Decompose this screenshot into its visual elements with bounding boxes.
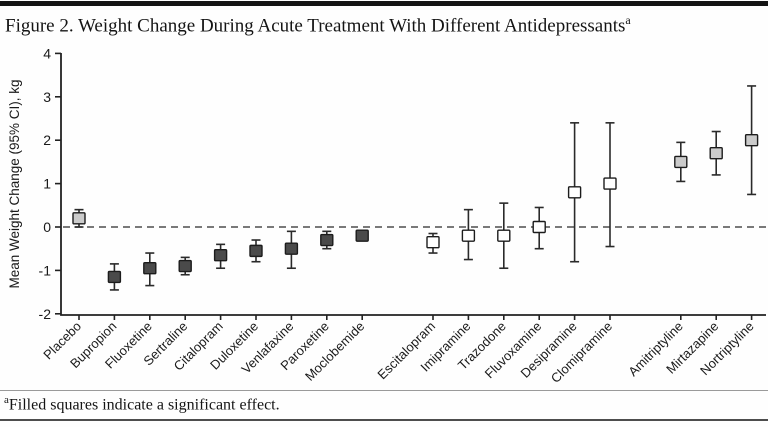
footnote-superscript: a (4, 394, 9, 406)
y-tick-label: 0 (43, 219, 51, 235)
marker-square (461, 229, 476, 242)
data-point-moclobemide: Moclobemide (302, 229, 369, 384)
marker-square (72, 212, 86, 225)
y-tick-label: 2 (43, 132, 51, 148)
footnote: aFilled squares indicate a significant e… (4, 394, 764, 414)
figure-bottom-rule (0, 419, 768, 421)
y-tick-label: -2 (39, 306, 52, 322)
footnote-text: Filled squares indicate a significant ef… (8, 396, 280, 414)
footnote-rule (0, 390, 768, 391)
marker-square (532, 220, 546, 234)
marker-square (355, 229, 369, 242)
marker-square (178, 259, 192, 273)
marker-square (107, 270, 122, 284)
figure-title-text: Figure 2. Weight Change During Acute Tre… (5, 15, 626, 37)
figure-top-rule (0, 1, 768, 6)
marker-square (567, 186, 582, 199)
marker-square (249, 244, 263, 258)
y-tick-label: 1 (43, 176, 51, 192)
marker-square (674, 155, 688, 169)
marker-square (709, 147, 723, 160)
marker-square (320, 233, 334, 247)
marker-square (213, 249, 228, 262)
figure-title: Figure 2. Weight Change During Acute Tre… (5, 9, 765, 37)
figure-title-superscript: a (625, 13, 631, 27)
marker-square (426, 235, 440, 249)
y-tick-label: -1 (39, 262, 52, 278)
y-axis: 4 3 2 1 0 -1 -2 (39, 45, 61, 322)
marker-square (143, 262, 157, 275)
marker-square (603, 177, 617, 190)
axes-lines (60, 53, 766, 316)
data-point-trazodone: Trazodone (455, 202, 511, 373)
marker-square (284, 242, 299, 255)
data-point-amitriptyline: Amitriptyline (625, 141, 688, 379)
y-tick-label: 4 (43, 45, 51, 61)
marker-square (744, 133, 759, 147)
y-axis-title: Mean Weight Change (95% CI), kg (7, 79, 22, 288)
marker-square (497, 229, 511, 242)
y-tick-label: 3 (43, 89, 51, 105)
